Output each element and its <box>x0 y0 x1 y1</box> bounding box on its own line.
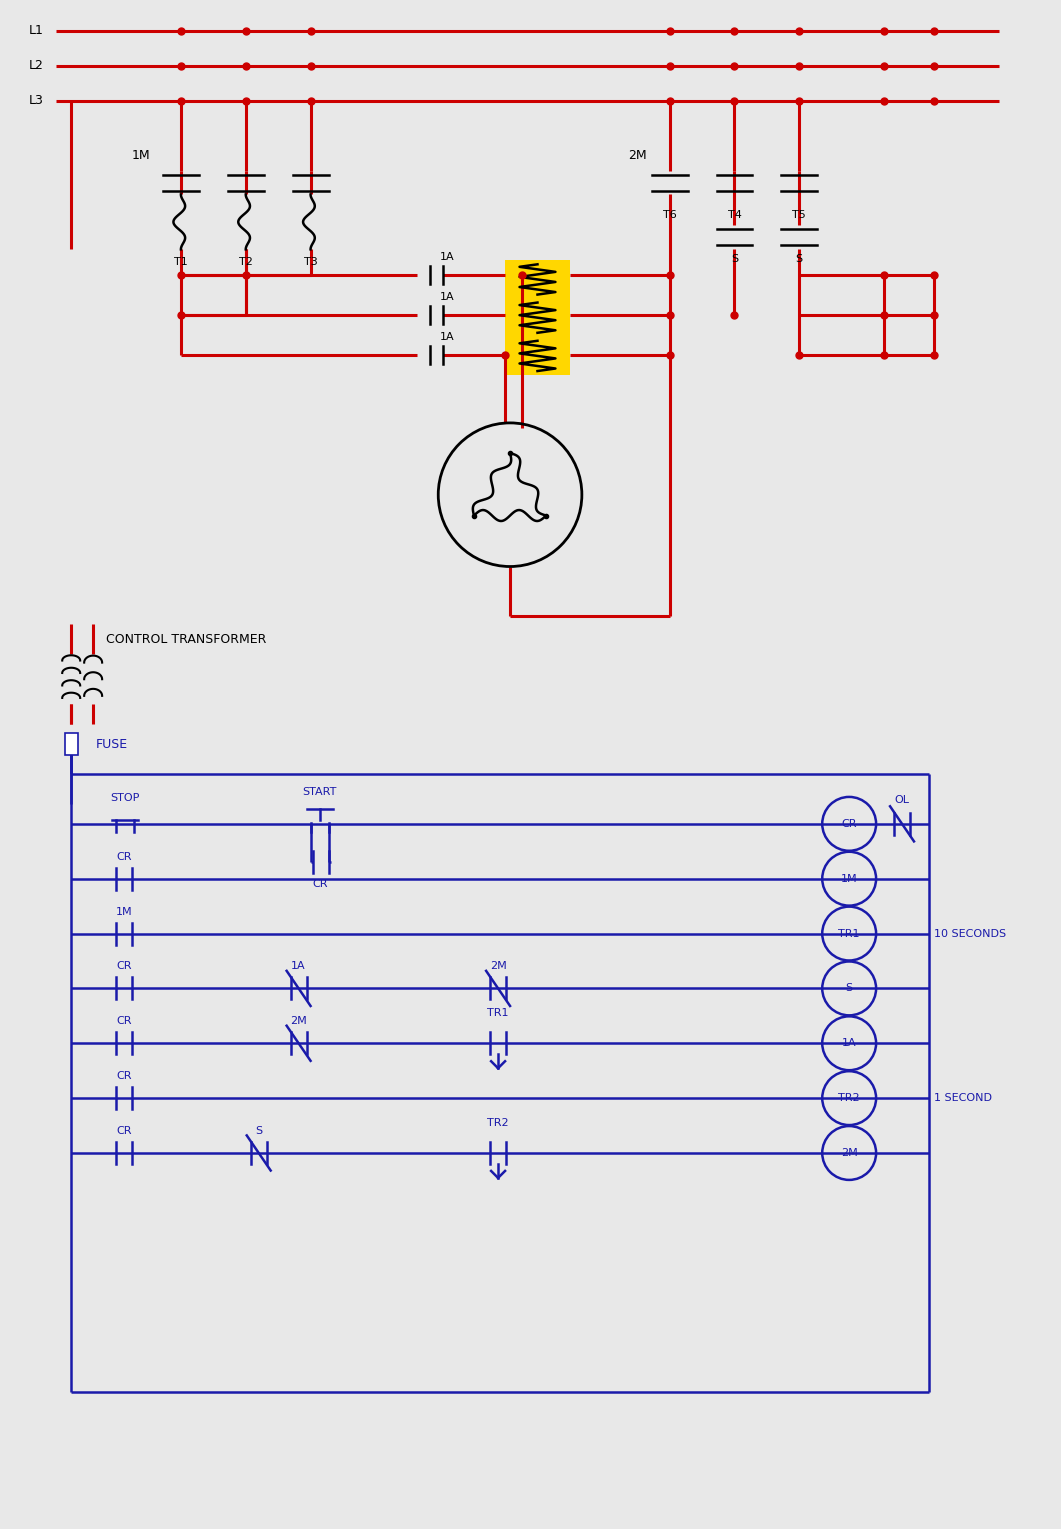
FancyBboxPatch shape <box>65 732 77 755</box>
Text: T4: T4 <box>728 211 742 220</box>
Text: CONTROL TRANSFORMER: CONTROL TRANSFORMER <box>106 633 266 645</box>
Text: CR: CR <box>117 1017 132 1026</box>
Text: CR: CR <box>117 852 132 862</box>
Text: 10 SECONDS: 10 SECONDS <box>934 928 1006 939</box>
Text: 1A: 1A <box>292 962 306 971</box>
Text: TR1: TR1 <box>487 1008 509 1018</box>
Text: T6: T6 <box>663 211 677 220</box>
Text: L1: L1 <box>29 24 44 37</box>
FancyBboxPatch shape <box>505 260 570 375</box>
Text: OL: OL <box>894 795 909 804</box>
Text: START: START <box>302 787 336 797</box>
Text: L2: L2 <box>29 60 44 72</box>
Text: STOP: STOP <box>110 794 140 803</box>
Text: L3: L3 <box>29 95 44 107</box>
Text: TR2: TR2 <box>838 1093 860 1102</box>
Text: 1 SECOND: 1 SECOND <box>934 1093 992 1102</box>
Text: T1: T1 <box>174 257 188 268</box>
Text: T2: T2 <box>239 257 253 268</box>
Text: 1M: 1M <box>132 150 151 162</box>
Text: FUSE: FUSE <box>97 737 128 751</box>
Text: CR: CR <box>841 820 857 829</box>
Text: 1A: 1A <box>440 292 455 303</box>
Text: CR: CR <box>117 962 132 971</box>
Text: T5: T5 <box>793 211 806 220</box>
Text: 1M: 1M <box>841 873 857 884</box>
Text: TR1: TR1 <box>838 928 859 939</box>
Text: S: S <box>846 983 853 994</box>
Text: S: S <box>731 254 738 265</box>
Text: 1A: 1A <box>440 332 455 342</box>
Text: TR2: TR2 <box>487 1118 509 1128</box>
Text: CR: CR <box>117 1072 132 1081</box>
Text: 2M: 2M <box>628 150 647 162</box>
Text: 2M: 2M <box>840 1148 857 1157</box>
Text: S: S <box>796 254 803 265</box>
Text: 1A: 1A <box>841 1038 856 1049</box>
Text: 2M: 2M <box>490 962 506 971</box>
Text: CR: CR <box>313 879 328 888</box>
Text: 1A: 1A <box>440 252 455 263</box>
Text: 2M: 2M <box>291 1017 307 1026</box>
Text: S: S <box>255 1125 262 1136</box>
Text: CR: CR <box>117 1125 132 1136</box>
Text: T3: T3 <box>303 257 317 268</box>
Text: 1M: 1M <box>116 907 133 916</box>
